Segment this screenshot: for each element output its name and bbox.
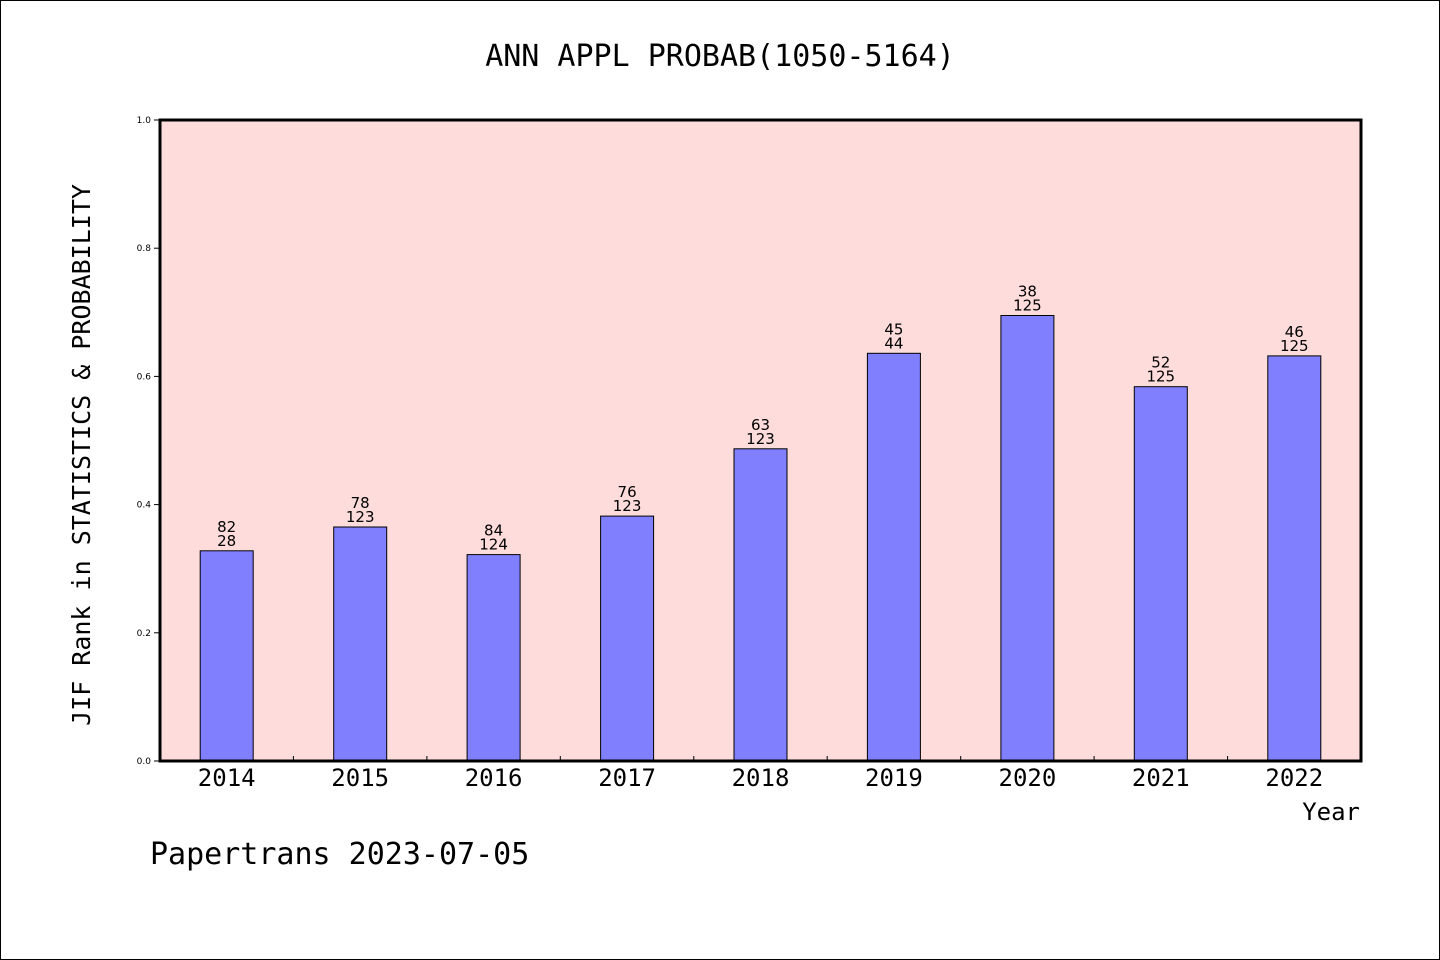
x-tick-label-2021: 2021 <box>1132 764 1190 792</box>
x-tick-label-2016: 2016 <box>465 764 523 792</box>
data-label-bottom-2017: 123 <box>613 497 642 515</box>
bar-2021 <box>1133 386 1188 762</box>
plot-border <box>158 118 1363 763</box>
data-label-bottom-2021: 125 <box>1146 368 1175 386</box>
x-tick-label-2022: 2022 <box>1265 764 1323 792</box>
data-label-top-2016: 84 <box>484 522 503 540</box>
bar-2016 <box>466 554 521 762</box>
bar-2017 <box>600 515 655 762</box>
y-tick-label-0.8: 0.8 <box>137 244 152 254</box>
data-label-top-2017: 76 <box>618 483 637 501</box>
x-tick-label-2014: 2014 <box>198 764 256 792</box>
data-label-bottom-2015: 123 <box>346 508 375 526</box>
y-axis-label: JIF Rank in STATISTICS & PROBABILITY <box>67 184 96 726</box>
data-label-bottom-2018: 123 <box>746 430 775 448</box>
x-axis-label: Year <box>1302 798 1360 826</box>
bar-2014 <box>199 550 254 762</box>
data-label-bottom-2016: 124 <box>479 536 508 554</box>
x-tick-label-2018: 2018 <box>732 764 790 792</box>
y-tick-label-0.4: 0.4 <box>137 501 152 511</box>
footer-watermark: Papertrans 2023-07-05 <box>150 837 529 872</box>
y-tick-label-0.2: 0.2 <box>137 629 151 639</box>
y-tick-label-0.0: 0.0 <box>137 757 152 767</box>
data-label-top-2022: 46 <box>1285 323 1304 341</box>
data-label-top-2014: 82 <box>217 518 236 536</box>
bar-2020 <box>1000 315 1055 762</box>
x-tick-label-2017: 2017 <box>598 764 656 792</box>
data-label-bottom-2019: 44 <box>884 334 903 352</box>
data-label-top-2021: 52 <box>1151 354 1170 372</box>
x-tick-label-2015: 2015 <box>331 764 389 792</box>
bar-2019 <box>866 352 921 762</box>
data-label-bottom-2014: 28 <box>217 532 236 550</box>
data-label-top-2015: 78 <box>351 494 370 512</box>
bar-2018 <box>733 448 788 762</box>
bar-2015 <box>333 526 388 762</box>
data-label-top-2018: 63 <box>751 416 770 434</box>
x-tick-label-2020: 2020 <box>999 764 1057 792</box>
y-tick-label-0.6: 0.6 <box>137 372 152 382</box>
data-label-bottom-2020: 125 <box>1013 297 1042 315</box>
y-tick-label-1.0: 1.0 <box>137 116 152 126</box>
x-tick-label-2019: 2019 <box>865 764 923 792</box>
data-label-bottom-2022: 125 <box>1280 337 1309 355</box>
bar-2022 <box>1267 355 1322 762</box>
data-label-top-2020: 38 <box>1018 283 1037 301</box>
chart-title: ANN APPL PROBAB(1050-5164) <box>485 39 955 74</box>
data-label-top-2019: 45 <box>884 320 903 338</box>
